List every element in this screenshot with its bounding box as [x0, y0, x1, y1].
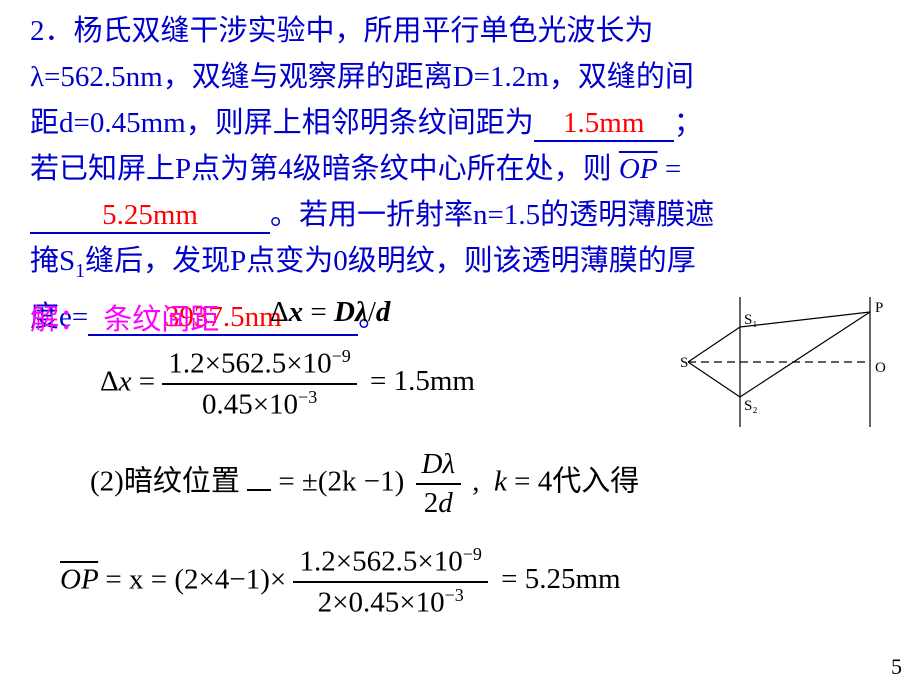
line1: 杨氏双缝干涉实验中，所用平行单色光波长为 [74, 15, 654, 47]
eq-fringe-formula: Δx = Dλ/d [270, 296, 390, 329]
label-O: O [875, 360, 886, 376]
eq-fringe-numeric: Δx = 1.2×562.5×10−9 0.45×10−3 = 1.5mm [100, 346, 475, 421]
slide-page: 2．杨氏双缝干涉实验中，所用平行单色光波长为 λ=562.5nm，双缝与观察屏的… [0, 0, 920, 690]
s1-sub: 1 [75, 260, 85, 282]
answer-1: 1.5mm [563, 107, 644, 139]
eq2-den-exp: −3 [298, 387, 317, 407]
eq2-result: = 1.5mm [370, 365, 475, 397]
eq-sign: = [658, 153, 682, 185]
answer-2: 5.25mm [102, 199, 198, 231]
eq2-num-exp: −9 [332, 346, 351, 366]
eq4-result: = 5.25mm [501, 563, 620, 595]
line3b: ； [674, 107, 703, 139]
sol-prefix: 解： [30, 304, 88, 336]
line4a: 若已知屏上P点为第4级暗条纹中心所在处，则 [30, 153, 619, 185]
problem-text: 2．杨氏双缝干涉实验中，所用平行单色光波长为 λ=562.5nm，双缝与观察屏的… [30, 8, 890, 340]
eq-dark-fringe: (2)暗纹位置 = ±(2k −1) Dλ 2d , k = 4代入得 [90, 448, 639, 520]
eq4-num-exp: −9 [463, 544, 482, 564]
line2: λ=562.5nm，双缝与观察屏的距离D=1.2m，双缝的间 [30, 61, 694, 93]
blank-1: 1.5mm [534, 106, 674, 142]
question-number: 2． [30, 15, 74, 47]
eq3-num: Dλ [422, 448, 456, 480]
line6b: 缝后，发现P点变为0级明纹，则该透明薄膜的厚 [85, 245, 696, 277]
eq3-pm: = ±(2k −1) [278, 466, 404, 498]
eq4-den: 2×0.45×10 [318, 586, 445, 618]
solution-label: 解： 条纹间距 [30, 296, 219, 338]
line6a: 掩S [30, 245, 75, 277]
eq4-num: 1.2×562.5×10 [299, 546, 462, 578]
blank-2: 5.25mm [30, 198, 270, 234]
label-S2: S₂ [744, 398, 758, 414]
eq4-den-exp: −3 [445, 585, 464, 605]
eq3-tail: , k = 4代入得 [472, 466, 639, 498]
label-S: S [680, 355, 688, 371]
label-S1: S₁ [744, 312, 758, 328]
line5b: 。若用一折射率n=1.5的透明薄膜遮 [270, 199, 714, 231]
eq4-op: OP [60, 563, 98, 595]
eq2-num: 1.2×562.5×10 [168, 348, 331, 380]
fringe-spacing-text: 条纹间距 [103, 304, 219, 336]
double-slit-diagram: S S₁ S₂ P O [680, 292, 890, 432]
eq4-a: = x = (2×4−1)× [105, 563, 286, 595]
eq3-lead: (2)暗纹位置 [90, 466, 240, 498]
op-bar: OP [619, 153, 658, 185]
label-P: P [875, 300, 883, 316]
eq2-den: 0.45×10 [202, 388, 298, 420]
line3a: 距d=0.45mm，则屏上相邻明条纹间距为 [30, 107, 534, 139]
eq-op-result: OP = x = (2×4−1)× 1.2×562.5×10−9 2×0.45×… [60, 544, 621, 619]
page-number: 5 [891, 654, 902, 680]
